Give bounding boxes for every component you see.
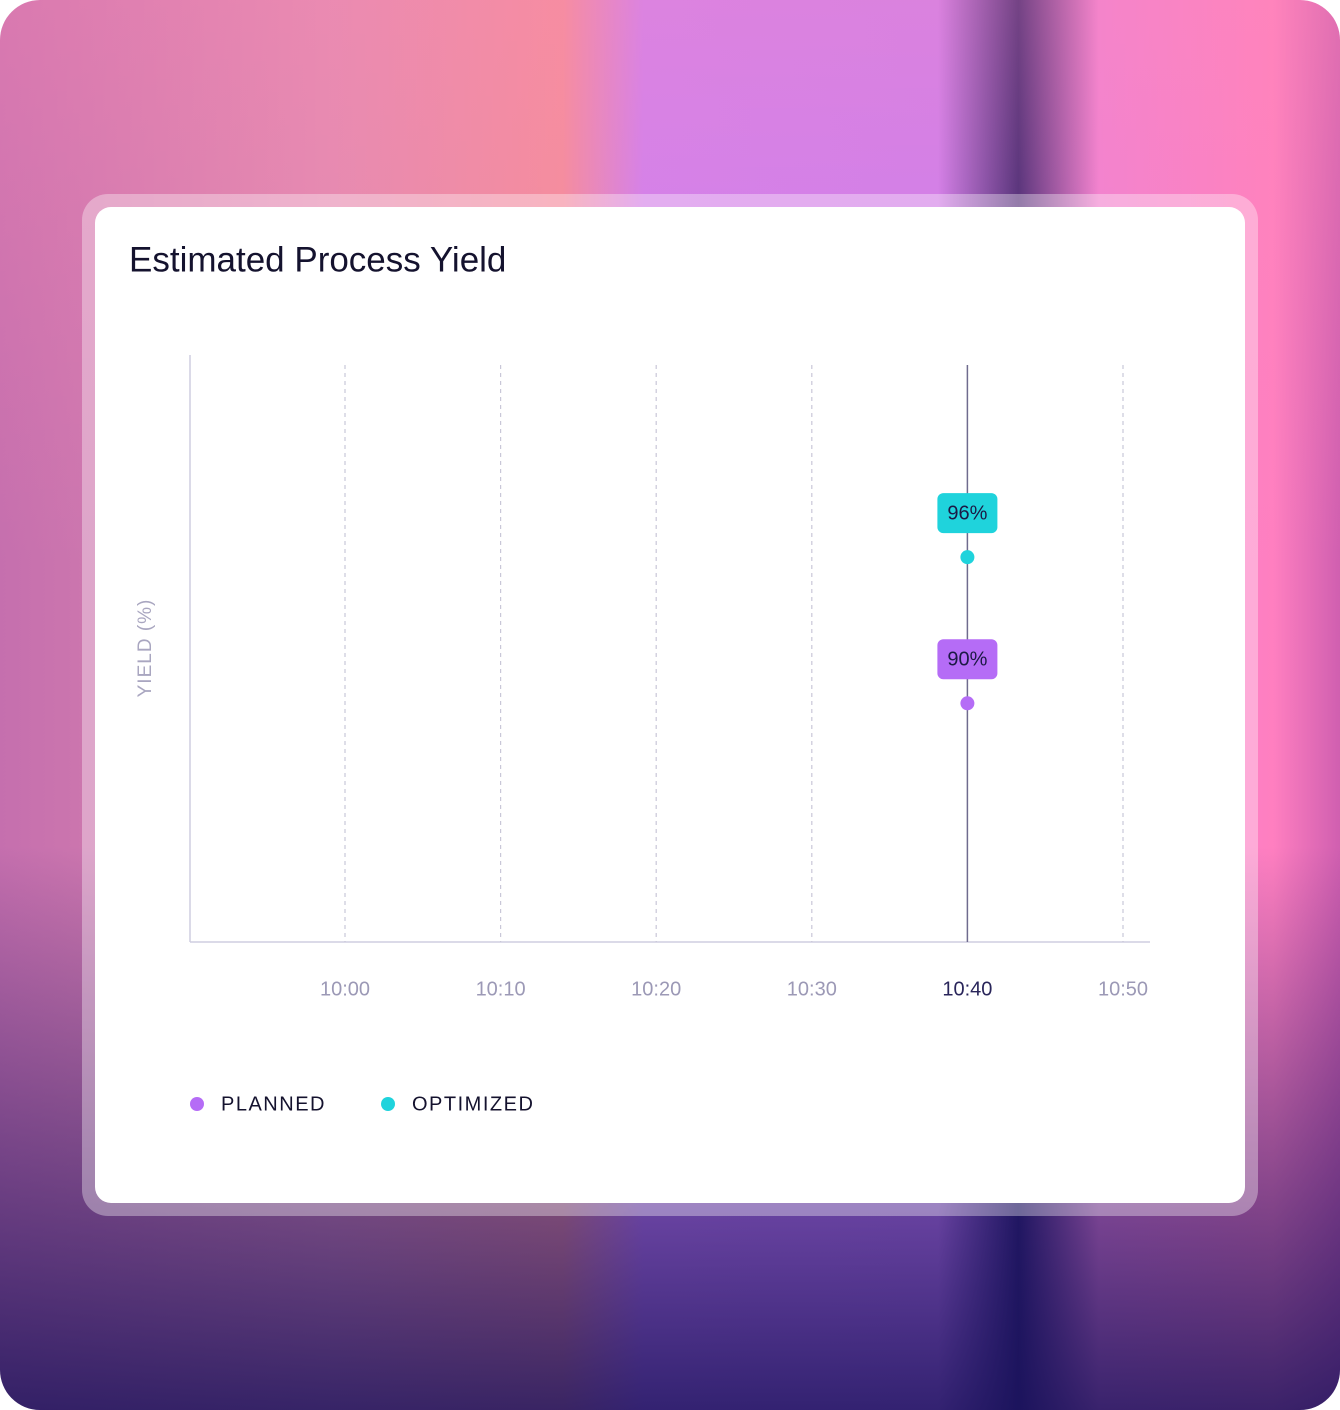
legend-marker: [190, 1097, 204, 1111]
value-label-box: [937, 493, 998, 534]
x-tick-label: 10:30: [787, 978, 837, 1000]
legend-marker: [381, 1097, 395, 1111]
legend-label: PLANNED: [221, 1093, 326, 1115]
chart-title: Estimated Process Yield: [129, 240, 506, 279]
y-axis-label: YIELD (%): [135, 599, 156, 698]
x-tick-label: 10:40: [942, 978, 992, 1000]
value-label: 90%: [947, 649, 987, 671]
x-tick-label: 10:20: [631, 978, 681, 1000]
highlight-point: [960, 550, 975, 565]
legend-label: OPTIMIZED: [412, 1093, 534, 1115]
card: [95, 207, 1245, 1203]
highlight-point: [960, 696, 975, 711]
x-tick-label: 10:10: [476, 978, 526, 1000]
x-tick-label: 10:00: [320, 978, 370, 1000]
x-tick-label: 10:50: [1098, 978, 1148, 1000]
value-label-box: [937, 639, 998, 680]
value-label: 96%: [947, 502, 987, 524]
